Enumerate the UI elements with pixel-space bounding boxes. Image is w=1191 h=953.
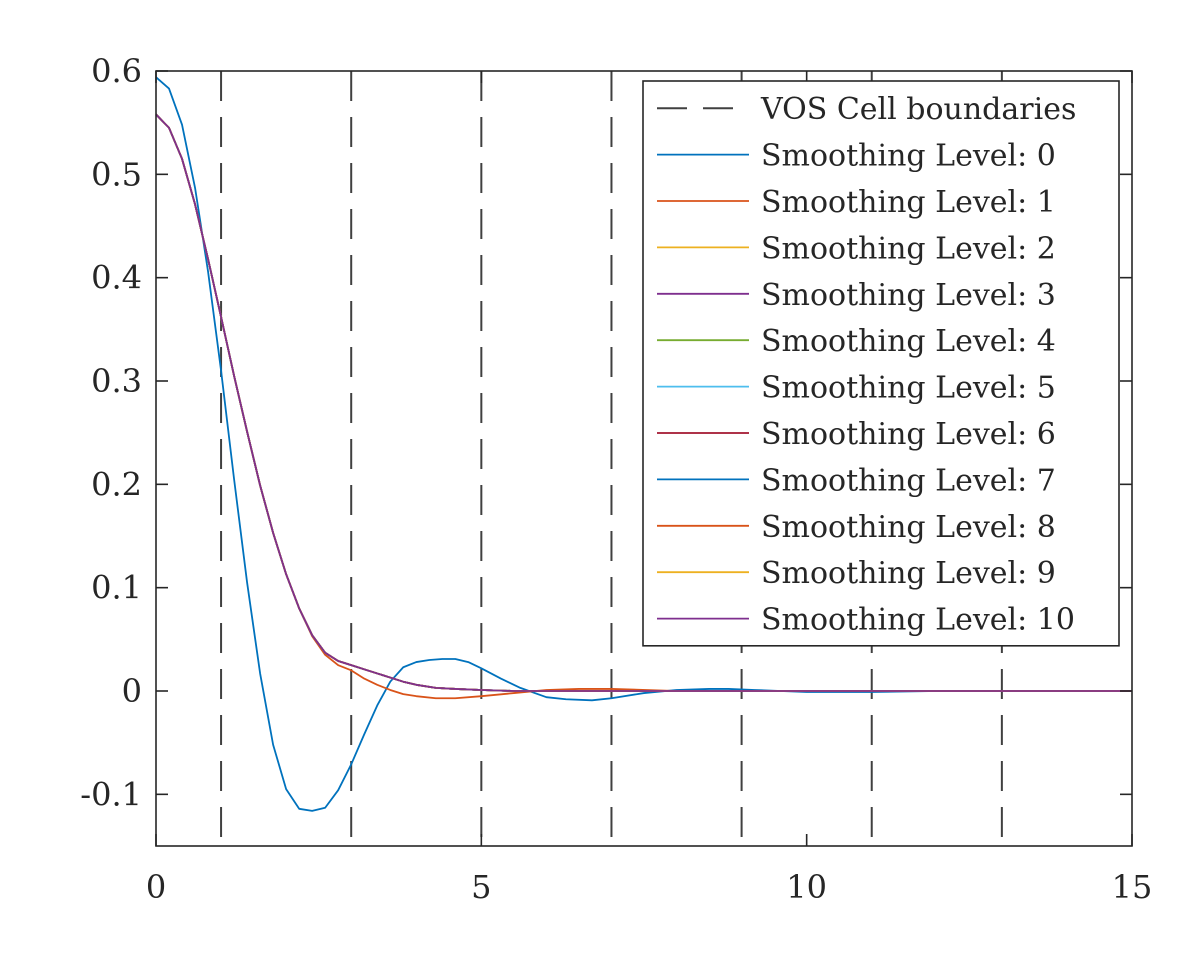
x-tick-label: 0 (146, 868, 166, 906)
y-tick-label: 0.2 (91, 465, 142, 503)
legend-label: Smoothing Level: 9 (761, 556, 1056, 591)
axis-ticks: 0 5 10 15 -0.1 0 0.1 0.2 0.3 0.4 0.5 0.6 (80, 52, 1152, 906)
legend-label: Smoothing Level: 4 (761, 324, 1056, 359)
y-tick-label: 0.5 (91, 155, 142, 193)
legend: VOS Cell boundaries Smoothing Level: 0 Smo… (642, 80, 1120, 647)
legend-label: VOS Cell boundaries (760, 92, 1076, 127)
y-tick-label: -0.1 (80, 775, 142, 813)
legend-label: Smoothing Level: 0 (761, 139, 1056, 174)
legend-label: Smoothing Level: 7 (761, 463, 1056, 498)
series-lines (155, 76, 1132, 812)
axes (155, 70, 1133, 847)
series-line-10 (155, 113, 1132, 692)
legend-label: Smoothing Level: 6 (761, 417, 1056, 452)
legend-label: Smoothing Level: 5 (761, 371, 1056, 406)
legend-box (642, 80, 1120, 647)
y-tick-label: 0 (122, 672, 142, 710)
legend-label: Smoothing Level: 2 (761, 231, 1056, 266)
y-tick-label: 0.1 (91, 569, 142, 607)
x-tick-label: 15 (1112, 868, 1153, 906)
y-tick-label: 0.6 (91, 52, 142, 90)
plot-frame (155, 70, 1133, 847)
y-tick-label: 0.4 (91, 259, 142, 297)
x-tick-label: 10 (786, 868, 827, 906)
legend-label: Smoothing Level: 1 (761, 185, 1056, 220)
x-tick-label: 5 (471, 868, 491, 906)
series-line-0 (155, 76, 1132, 812)
legend-label: Smoothing Level: 8 (761, 510, 1056, 545)
legend-label: Smoothing Level: 10 (761, 603, 1075, 638)
y-tick-label: 0.3 (91, 362, 142, 400)
legend-label: Smoothing Level: 3 (761, 278, 1056, 313)
